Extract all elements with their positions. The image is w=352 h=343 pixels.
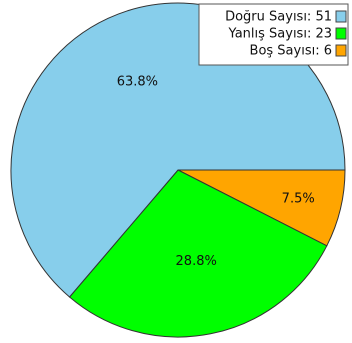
- pie-slice-correct: [10, 2, 346, 298]
- pie-slices: [10, 2, 346, 338]
- slice-label-empty: 7.5%: [282, 191, 315, 206]
- legend-entry-correct: Doğru Sayısı: 51: [225, 10, 332, 25]
- legend-box: [198, 3, 349, 66]
- legend-swatch-wrong: [335, 27, 347, 40]
- legend-swatch-correct: [335, 10, 347, 23]
- legend-entry-empty: Boş Sayısı: 6: [250, 44, 332, 59]
- legend-swatch-empty: [335, 44, 347, 57]
- pie-slice-wrong: [68, 169, 328, 338]
- pie-slice-labels: 63.8% 28.8% 7.5%: [117, 75, 315, 270]
- legend: Doğru Sayısı: 51 Yanlış Sayısı: 23 Boş S…: [198, 3, 349, 66]
- slice-label-wrong: 28.8%: [176, 254, 217, 269]
- legend-entry-wrong: Yanlış Sayısı: 23: [228, 27, 332, 42]
- slice-label-correct: 63.8%: [117, 75, 158, 90]
